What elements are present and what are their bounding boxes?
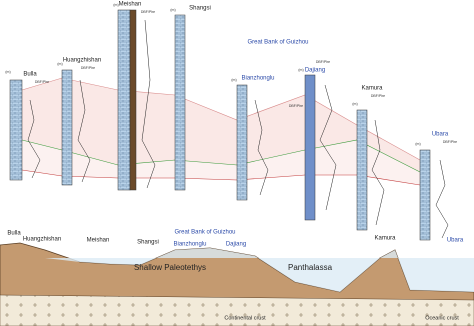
label: Kamura [374,236,396,242]
label: Dajiang [226,242,246,248]
label: Shallow Paleotethys [134,263,206,272]
label: (m) [5,70,10,74]
label: DBF/Phe [289,104,303,108]
label: DBF/Phe [443,140,457,144]
label: Bulla [23,72,37,78]
label: (m) [231,78,236,82]
label: (m) [57,62,62,66]
label: Ubara [447,238,464,244]
label: Oceanic crust [425,315,459,321]
label: Dajiang [305,68,325,74]
label: DBF/Phe [371,94,385,98]
label: Meishan [119,2,142,8]
columns [9,9,431,241]
label: Huangzhishan [23,237,61,243]
label: Shangsi [137,240,159,246]
label: Great Bank of Guizhou [247,40,308,46]
label: (m) [352,102,357,106]
label: Great Bank of Guizhou [174,230,235,236]
label: Continental crust [224,315,266,321]
label: Panthalassa [288,263,333,272]
label: DBF/Phe [81,66,95,70]
crust [0,294,474,326]
label: (m) [415,142,420,146]
label: DBF/Phe [35,80,49,84]
label: DBF/Phe [316,60,330,64]
label: Bianzhonglu [173,242,206,248]
label: Ubara [432,132,449,138]
label: Bianzhonglu [241,76,274,82]
label: (m) [170,8,175,12]
label: Huangzhishan [63,58,101,64]
label: Bulla [7,231,21,237]
label: Kamura [361,86,383,92]
water [0,248,474,292]
label: (m) [113,3,118,7]
curves [27,19,449,239]
label: DBF/Phe [141,10,155,14]
label: Shangsi [189,6,211,12]
label: Meishan [87,238,110,244]
label: (m) [298,68,303,72]
